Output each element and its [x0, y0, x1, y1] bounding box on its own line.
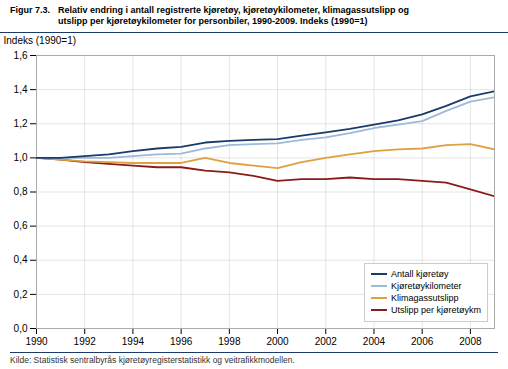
svg-text:0,8: 0,8 [14, 186, 28, 197]
svg-text:1996: 1996 [170, 335, 193, 346]
svg-text:2002: 2002 [315, 335, 338, 346]
html-text:Relativ endring i antall regis: Relativ endring i antall registrerte kjø… [58, 5, 409, 27]
html-text:Antall kjøretøy: Antall kjøretøy [391, 268, 449, 279]
svg-text:1992: 1992 [74, 335, 97, 346]
svg-text:1,6: 1,6 [14, 49, 28, 60]
html-text:Klimagassutslipp: Klimagassutslipp [391, 293, 459, 304]
svg-text:1994: 1994 [122, 335, 145, 346]
svg-text:1,0: 1,0 [14, 152, 28, 163]
svg-text:0,2: 0,2 [14, 288, 28, 299]
svg-text:1998: 1998 [218, 335, 241, 346]
svg-text:Indeks (1990=1): Indeks (1990=1) [4, 34, 77, 45]
html-text:Figur 7.3.: Figur 7.3. [10, 5, 50, 15]
svg-text:1,2: 1,2 [14, 117, 28, 128]
svg-text:2004: 2004 [363, 335, 386, 346]
html-text:Utslipp per kjøretøykm: Utslipp per kjøretøykm [391, 305, 481, 316]
svg-text:1,4: 1,4 [14, 83, 28, 94]
svg-text:2006: 2006 [411, 335, 434, 346]
svg-text:0,4: 0,4 [14, 254, 28, 265]
svg-text:2000: 2000 [266, 335, 289, 346]
html-text:Kjøretøykilometer: Kjøretøykilometer [391, 281, 462, 292]
svg-text:1990: 1990 [25, 335, 48, 346]
svg-text:0,6: 0,6 [14, 220, 28, 231]
svg-text:2008: 2008 [459, 335, 482, 346]
html-text:Kilde: Statistisk sentralbyrås: Kilde: Statistisk sentralbyrås kjøretøyr… [10, 354, 295, 365]
svg-text:0,0: 0,0 [14, 322, 28, 333]
